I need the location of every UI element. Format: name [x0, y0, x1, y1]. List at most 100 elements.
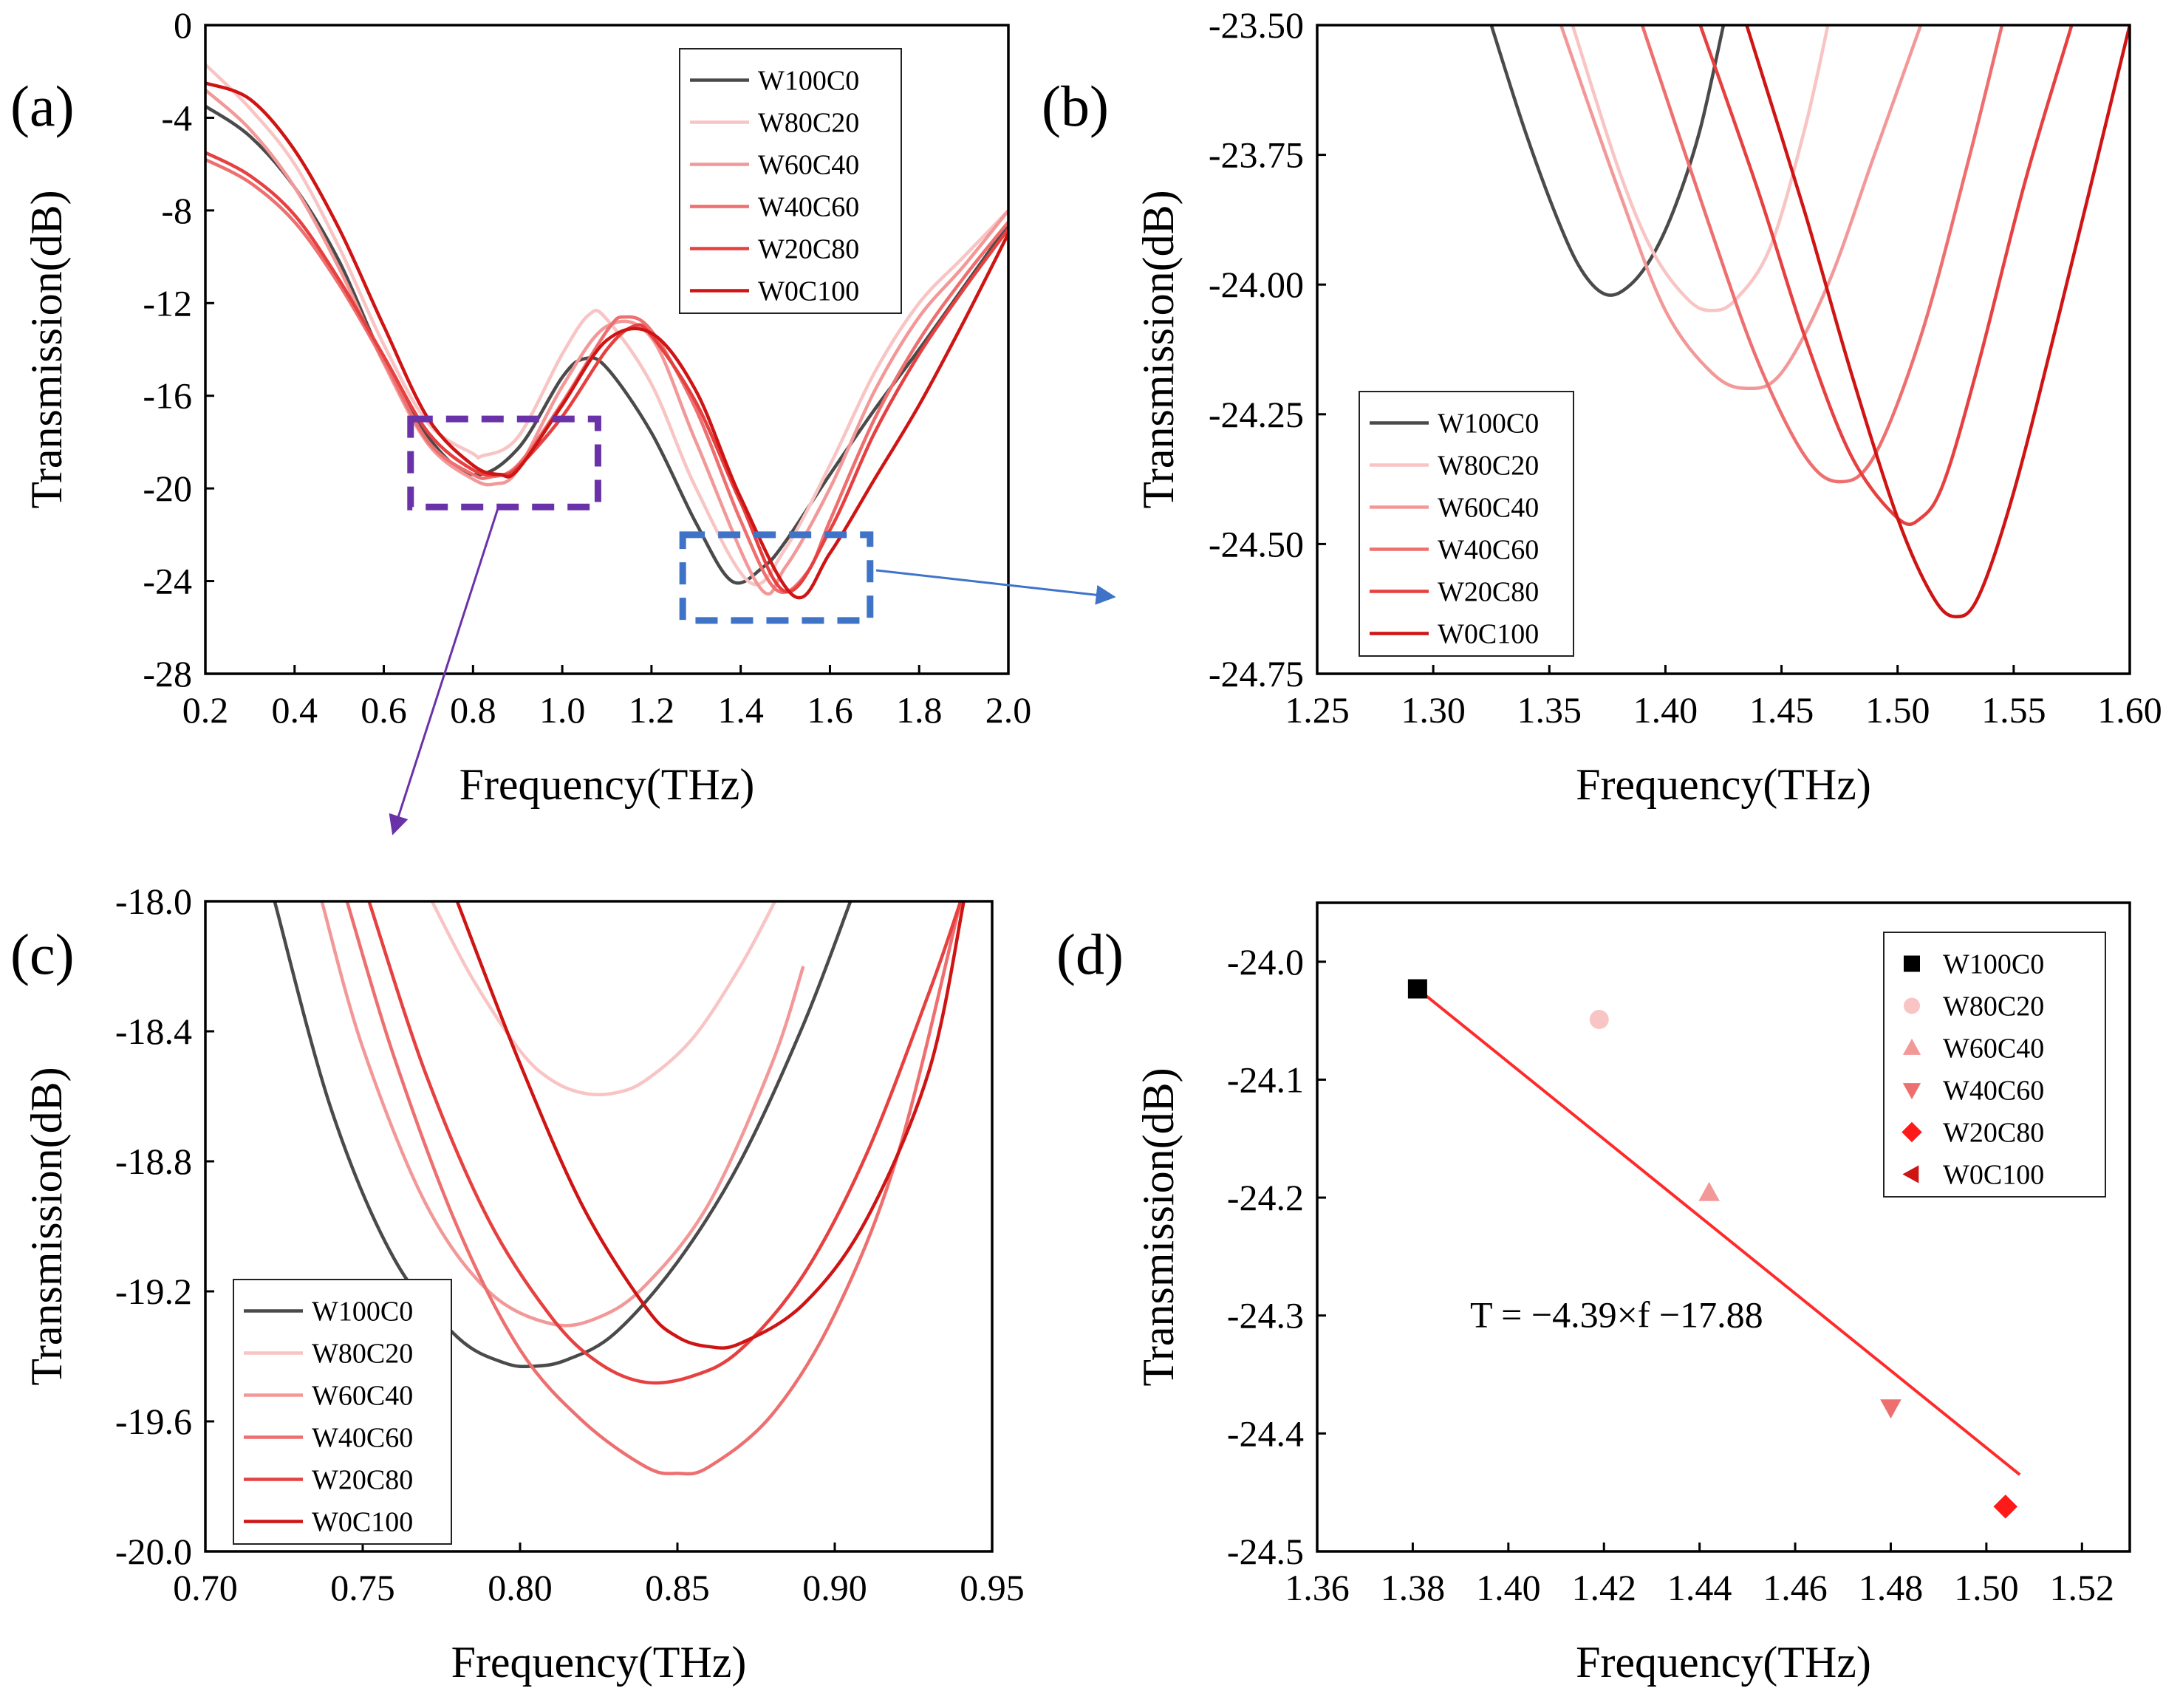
y-axis-label: Transmission(dB) [22, 1067, 71, 1385]
x-tick-label: 1.44 [1667, 1567, 1732, 1608]
x-tick-label: 1.36 [1285, 1567, 1350, 1608]
x-tick-label: 0.85 [645, 1567, 710, 1608]
y-tick-label: -24 [143, 561, 192, 602]
series-line-W40C60 [345, 901, 963, 1476]
legend-label: W0C100 [1943, 1160, 2044, 1191]
panel-label: (d) [1056, 922, 1124, 986]
x-tick-label: 0.90 [802, 1567, 867, 1608]
legend-marker [1901, 1121, 1922, 1143]
series-line-W40C60 [1640, 25, 2004, 484]
series-line-W60C40 [1559, 25, 1923, 391]
zoom-box-blue [679, 531, 874, 624]
x-tick-label: 0.6 [361, 689, 407, 731]
chart-panel-c: (c) 0.70 0.75 0.80 0.85 0.90 0.95 -18.0 -18.4 -18… [10, 881, 1025, 1687]
legend: W100C0 W80C20 W60C40 W40C60 W20C80 W0C100 [1883, 932, 2106, 1198]
data-point-W100C0 [1407, 979, 1427, 999]
series-line-W20C80 [1698, 25, 2074, 526]
y-tick-label: -18.8 [115, 1141, 192, 1182]
y-tick-label: -8 [161, 190, 192, 231]
x-axis-label: Frequency(THz) [451, 1638, 747, 1687]
fit-line [1416, 987, 2021, 1476]
legend-label: W100C0 [758, 66, 859, 97]
zoom-arrow-blue [875, 569, 1116, 605]
x-tick-label: 0.2 [182, 689, 229, 731]
x-tick-label: 1.0 [539, 689, 586, 731]
legend-label: W20C80 [758, 234, 859, 265]
legend-marker [1902, 1038, 1921, 1055]
legend-label: W100C0 [312, 1297, 413, 1328]
series-line-W100C0 [273, 901, 852, 1369]
legend-marker [1902, 1083, 1921, 1100]
chart-panel-d: (d) 1.36 1.38 1.40 1.42 1.44 1.46 1.48 1.50 1.52 -… [1056, 901, 2131, 1687]
data-point-W40C60 [1880, 1399, 1901, 1419]
x-tick-label: 1.48 [1859, 1567, 1924, 1608]
x-tick-label: 1.30 [1401, 689, 1466, 731]
data-point-W20C80 [1993, 1494, 2018, 1519]
legend-box [1883, 932, 2106, 1198]
legend-label: W60C40 [312, 1381, 413, 1412]
legend-label: W60C40 [1438, 493, 1539, 524]
x-tick-label: 0.4 [272, 689, 318, 731]
axes-frame [204, 900, 994, 1553]
axes-frame [1316, 24, 2131, 675]
y-tick-label: -20.0 [115, 1531, 192, 1572]
y-tick-label: 0 [174, 4, 192, 46]
panel-label: (a) [10, 74, 75, 138]
legend-label: W80C20 [312, 1339, 413, 1370]
data-point-W80C20 [1589, 1010, 1609, 1030]
series-line-W0C100 [205, 81, 1008, 600]
y-tick-label: -24.2 [1227, 1177, 1304, 1218]
y-tick-label: -24.50 [1209, 523, 1304, 564]
legend-label: W40C60 [1438, 535, 1539, 566]
axes-frame [1316, 901, 2131, 1553]
zoom-box-purple [407, 415, 601, 510]
legend-box [679, 48, 902, 314]
x-tick-label: 0.80 [488, 1567, 553, 1608]
y-tick-label: -24.5 [1227, 1531, 1304, 1572]
legend-box [233, 1279, 452, 1545]
x-tick-label: 1.45 [1749, 689, 1814, 731]
legend-marker [1902, 1165, 1919, 1183]
legend-label: W40C60 [1943, 1076, 2044, 1107]
legend-label: W80C20 [758, 108, 859, 139]
axes-frame [204, 24, 1010, 675]
x-tick-label: 1.2 [629, 689, 675, 731]
y-tick-label: -24.4 [1227, 1412, 1304, 1454]
series-line-W0C100 [455, 901, 966, 1350]
plot-area [273, 901, 966, 1476]
x-tick-label: 0.75 [330, 1567, 395, 1608]
y-tick-label: -19.6 [115, 1401, 192, 1442]
zoom-arrow-purple [389, 503, 501, 836]
legend-label: W100C0 [1438, 409, 1539, 440]
legend-label: W80C20 [1438, 451, 1539, 482]
legend-label: W100C0 [1943, 949, 2044, 980]
y-tick-label: -28 [143, 653, 192, 694]
panel-label: (c) [10, 922, 75, 986]
x-tick-label: 1.50 [1954, 1567, 2019, 1608]
plot-area [205, 63, 1008, 600]
x-tick-label: 1.25 [1285, 689, 1350, 731]
fit-equation: T = −4.39×f −17.88 [1470, 1294, 1763, 1336]
x-tick-label: 1.35 [1517, 689, 1582, 731]
x-tick-label: 1.6 [807, 689, 853, 731]
x-tick-label: 1.52 [2050, 1567, 2115, 1608]
x-tick-label: 1.38 [1381, 1567, 1446, 1608]
y-tick-label: -24.25 [1209, 394, 1304, 435]
chart-panel-a: (a) 0.2 0.4 0.6 0.8 1.0 1.2 1.4 1.6 1.8 2.0 0 -4 -8 -1… [10, 4, 1031, 809]
series-line-W60C40 [205, 89, 1008, 596]
y-tick-label: -23.75 [1209, 134, 1304, 176]
x-tick-label: 1.42 [1571, 1567, 1636, 1608]
series-line-W100C0 [1489, 25, 1726, 297]
x-tick-label: 1.60 [2097, 689, 2162, 731]
y-tick-label: -18.4 [115, 1011, 192, 1052]
legend-label: W0C100 [312, 1507, 413, 1538]
legend-label: W20C80 [1438, 577, 1539, 608]
legend-label: W80C20 [1943, 991, 2044, 1022]
series-line-W60C40 [320, 901, 805, 1328]
y-tick-label: -24.75 [1209, 653, 1304, 694]
series-line-W40C60 [205, 157, 1008, 595]
legend-label: W0C100 [1438, 619, 1539, 650]
x-tick-label: 1.4 [717, 689, 764, 731]
x-tick-label: 1.46 [1763, 1567, 1828, 1608]
x-tick-label: 1.50 [1865, 689, 1930, 731]
